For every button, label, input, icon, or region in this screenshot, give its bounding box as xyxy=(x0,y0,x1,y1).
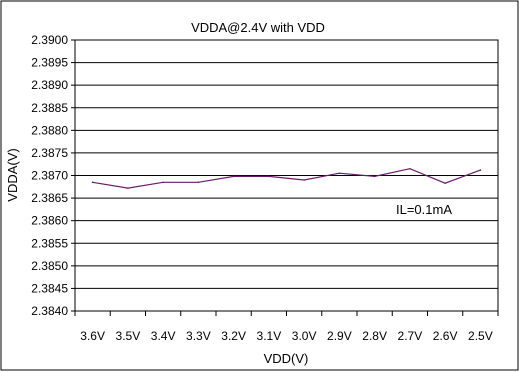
x-tick-label: 3.6V xyxy=(80,329,105,343)
data-point xyxy=(232,175,235,178)
data-point xyxy=(91,181,94,184)
series-group xyxy=(91,167,482,189)
y-tick-label: 2.3890 xyxy=(31,78,68,92)
grid-lines xyxy=(75,62,498,289)
data-point xyxy=(303,179,305,181)
annotation-label: IL=0.1mA xyxy=(396,202,452,217)
data-point xyxy=(268,175,270,178)
y-tick-label: 2.3885 xyxy=(31,101,68,115)
y-tick-label: 2.3855 xyxy=(31,236,68,250)
data-point xyxy=(338,172,341,175)
data-point xyxy=(197,181,200,184)
y-axis-ticks: 2.3840 2.3845 2.3850 2.3855 2.3860 2.3865 2.38… xyxy=(31,33,75,318)
y-tick-label: 2.3860 xyxy=(31,214,68,228)
x-tick-label: 3.3V xyxy=(186,329,211,343)
y-tick-label: 2.3850 xyxy=(31,259,68,273)
y-axis-label: VDDA(V) xyxy=(5,148,20,201)
x-tick-label: 2.7V xyxy=(398,329,423,343)
x-tick-label: 2.6V xyxy=(433,329,458,343)
data-point xyxy=(127,187,129,189)
data-point xyxy=(479,169,482,171)
x-tick-label: 3.4V xyxy=(151,329,176,343)
series-line xyxy=(92,168,481,189)
x-tick-label: 3.1V xyxy=(257,329,282,343)
y-tick-label: 2.3845 xyxy=(31,281,68,295)
x-tick-label: 2.5V xyxy=(468,329,493,343)
y-tick-label: 2.3900 xyxy=(31,33,68,47)
x-tick-label: 2.9V xyxy=(327,329,352,343)
x-tick-label: 3.0V xyxy=(292,329,317,343)
y-tick-label: 2.3880 xyxy=(31,123,68,137)
x-tick-label: 3.2V xyxy=(221,329,246,343)
data-point xyxy=(162,181,164,184)
chart-title: VDDA@2.4V with VDD xyxy=(191,20,325,35)
data-point xyxy=(409,167,411,170)
x-tick-label: 2.8V xyxy=(362,329,387,343)
y-tick-label: 2.3870 xyxy=(31,169,68,183)
x-tick-label: 3.5V xyxy=(116,329,141,343)
y-tick-label: 2.3840 xyxy=(31,304,68,318)
y-tick-label: 2.3865 xyxy=(31,191,68,205)
data-point xyxy=(373,175,376,178)
y-tick-label: 2.3875 xyxy=(31,146,68,160)
x-axis-label: VDD(V) xyxy=(264,351,309,366)
x-axis-ticks: 3.6V 3.5V 3.4V 3.3V 3.2V 3.1V 3.0V 2.9V 2.8V 2.7V… xyxy=(74,311,499,343)
data-point xyxy=(444,182,446,184)
y-tick-label: 2.3895 xyxy=(31,56,68,70)
